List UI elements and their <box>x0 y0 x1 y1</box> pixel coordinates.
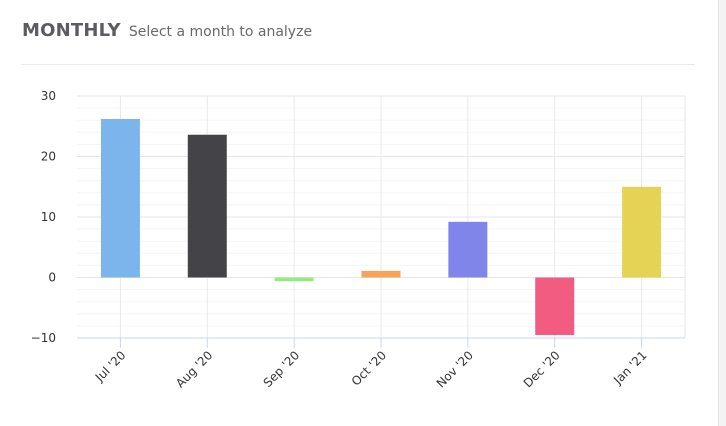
card-title: MONTHLY <box>22 20 121 41</box>
x-axis: Jul '20 Aug '20 Sep '20 Oct '20 Nov '20 Dec '… <box>77 337 685 391</box>
y-tick-label: 30 <box>41 89 56 103</box>
bar[interactable] <box>187 134 227 278</box>
x-tick-label: Sep '20 <box>261 348 303 390</box>
x-tick-label: Nov '20 <box>434 348 476 390</box>
card-header: MONTHLY Select a month to analyze <box>22 20 312 41</box>
y-tick-label: −10 <box>31 331 56 345</box>
x-tick-label: Jul '20 <box>92 348 129 385</box>
x-tick-label: Aug '20 <box>173 348 215 390</box>
y-tick-label: 20 <box>41 150 56 164</box>
bars[interactable] <box>100 118 662 335</box>
monthly-bar-chart: −10 0 10 20 30 Jul '20 Aug '20 Sep '20 Oct '20 N… <box>31 89 686 391</box>
y-tick-label: 10 <box>41 210 56 224</box>
x-tick-label: Jan '21 <box>610 348 650 388</box>
bar[interactable] <box>274 277 314 282</box>
x-tick-label: Oct '20 <box>349 348 389 388</box>
bar[interactable] <box>622 186 662 278</box>
header-divider <box>21 64 695 65</box>
x-tick-label: Dec '20 <box>521 348 563 390</box>
scrollbar-track[interactable] <box>718 0 726 426</box>
bar[interactable] <box>100 118 140 278</box>
bar[interactable] <box>361 270 401 278</box>
y-axis: −10 0 10 20 30 <box>31 89 56 345</box>
bar[interactable] <box>448 221 488 278</box>
card-subtitle: Select a month to analyze <box>128 24 313 40</box>
bar[interactable] <box>535 277 575 335</box>
y-tick-label: 0 <box>48 271 56 285</box>
